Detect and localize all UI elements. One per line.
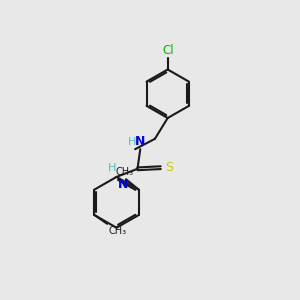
Text: H: H bbox=[128, 137, 136, 147]
Text: H: H bbox=[108, 164, 116, 173]
Text: N: N bbox=[118, 178, 128, 191]
Text: Cl: Cl bbox=[162, 44, 173, 57]
Text: CH₃: CH₃ bbox=[108, 226, 127, 236]
Text: CH₃: CH₃ bbox=[116, 167, 134, 177]
Text: N: N bbox=[135, 135, 146, 148]
Text: S: S bbox=[165, 161, 173, 174]
